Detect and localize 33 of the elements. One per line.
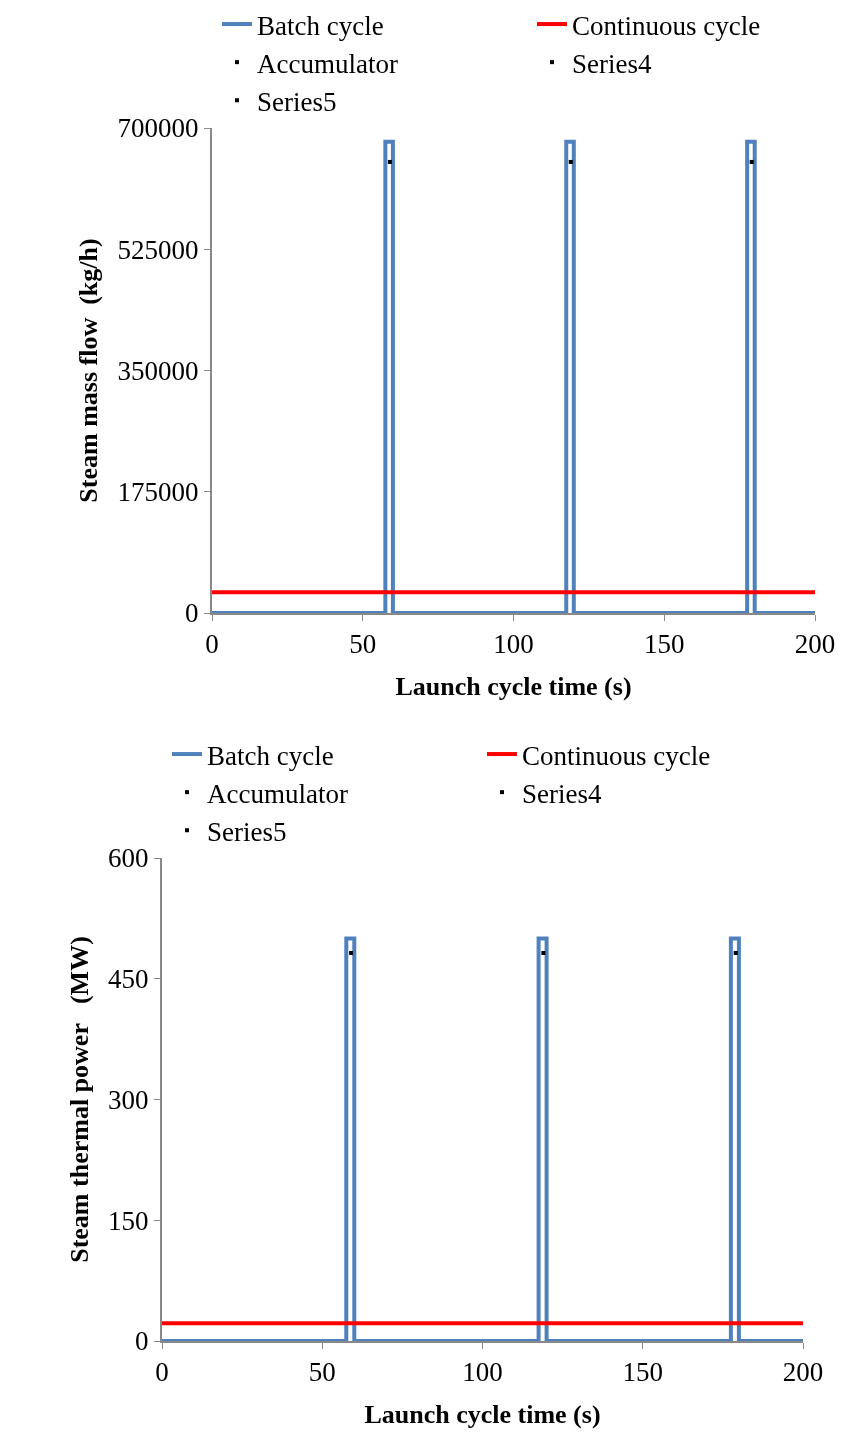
y-axis-title: Steam thermal power (MW) [65,936,94,1263]
y-tick-label: 0 [135,1326,149,1357]
y-tick-label: 600 [108,843,149,874]
x-tick-label: 0 [205,629,219,660]
x-axis-title: Launch cycle time (s) [364,1399,601,1429]
legend-label: Series5 [207,816,287,847]
y-tick-label: 300 [108,1084,149,1115]
legend-label: Continuous cycle [522,740,711,771]
legend-label: Batch cycle [257,10,384,41]
legend-label: Series4 [572,48,652,79]
x-tick-label: 150 [622,1357,663,1388]
y-tick-label: 350000 [117,355,199,386]
legend-label: Batch cycle [207,740,334,771]
y-tick-label: 175000 [117,477,199,508]
legend-label: Continuous cycle [572,10,761,41]
x-tick-label: 50 [308,1357,336,1388]
x-tick-label: 50 [349,629,377,660]
legend-label: Series4 [522,778,602,809]
x-tick-label: 100 [493,629,534,660]
legend-label: Accumulator [257,48,398,79]
y-tick-label: 450 [108,964,149,995]
x-tick-label: 200 [782,1357,824,1388]
x-tick-label: 150 [644,629,685,660]
legend-label: Accumulator [207,778,348,809]
legend-label: Series5 [257,86,337,117]
y-tick-label: 150 [108,1205,149,1236]
x-tick-label: 200 [794,629,836,660]
y-axis-title: Steam mass flow (kg/h) [74,238,104,503]
y-tick-label: 700000 [117,113,199,144]
y-tick-label: 0 [185,598,199,629]
y-tick-label: 525000 [117,234,199,265]
x-axis-title: Launch cycle time (s) [395,671,632,701]
x-tick-label: 100 [462,1357,503,1388]
